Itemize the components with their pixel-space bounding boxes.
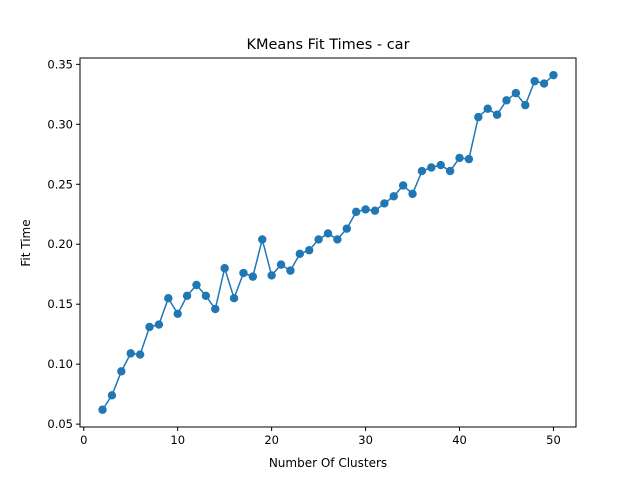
data-point	[286, 266, 295, 275]
x-tick-label: 10	[170, 433, 185, 447]
data-point	[398, 181, 408, 190]
data-point	[445, 166, 455, 176]
data-point	[107, 391, 117, 400]
data-point	[483, 104, 492, 113]
data-point	[154, 320, 164, 329]
y-tick-label: 0.05	[47, 417, 73, 431]
data-point	[361, 205, 370, 214]
data-point	[135, 350, 145, 359]
x-tick-label: 50	[546, 433, 561, 447]
data-point	[295, 249, 305, 259]
x-tick-label: 30	[358, 433, 373, 447]
y-tick-label: 0.10	[47, 357, 73, 371]
y-axis-label: Fit Time	[19, 219, 33, 266]
data-point	[229, 294, 239, 303]
data-point	[511, 88, 521, 98]
data-point	[333, 235, 342, 244]
data-point	[539, 79, 549, 88]
plot-frame	[79, 57, 577, 428]
data-point	[239, 268, 248, 278]
data-point	[417, 166, 427, 176]
data-point	[258, 235, 267, 244]
data-point	[408, 189, 417, 199]
y-tick-label: 0.25	[47, 177, 73, 191]
x-tick-label: 20	[264, 433, 279, 447]
data-point	[98, 405, 107, 414]
data-point	[276, 260, 286, 269]
data-point	[370, 206, 380, 215]
data-point	[474, 112, 483, 122]
data-point	[314, 235, 323, 244]
data-point	[267, 271, 276, 280]
data-point	[248, 272, 258, 281]
data-point	[389, 192, 398, 201]
chart-title: KMeans Fit Times - car	[246, 37, 409, 53]
data-point	[145, 322, 154, 332]
y-tick-label: 0.35	[47, 57, 73, 71]
data-point	[192, 280, 201, 290]
data-point	[126, 349, 135, 358]
data-point	[342, 224, 351, 233]
y-tick-label: 0.20	[47, 237, 73, 251]
x-tick-label: 40	[452, 433, 467, 447]
data-point	[182, 291, 192, 301]
y-tick-label: 0.15	[47, 297, 73, 311]
data-point	[220, 264, 229, 273]
data-point	[530, 76, 539, 86]
data-point	[464, 154, 474, 164]
data-point	[173, 309, 182, 318]
data-point	[502, 96, 511, 105]
axis-ticks: 0 10 20 30 40 50 0.05 0.10 0.15 0.20 0.25 0.30 0.35	[47, 57, 560, 447]
y-tick-label: 0.30	[47, 117, 73, 131]
data-point	[455, 153, 464, 163]
data-point	[117, 367, 126, 376]
x-tick-label: 0	[80, 433, 87, 447]
data-series	[98, 70, 558, 414]
x-axis-label: Number Of Clusters	[269, 456, 387, 470]
data-point	[380, 199, 389, 208]
data-point	[211, 304, 220, 314]
data-point	[427, 163, 436, 172]
data-point	[164, 294, 173, 303]
data-point	[436, 160, 445, 170]
data-point	[549, 70, 558, 80]
data-point	[521, 100, 530, 110]
data-point	[201, 291, 211, 301]
data-point	[305, 246, 314, 255]
data-point	[351, 207, 361, 217]
data-point	[492, 110, 502, 119]
data-point	[323, 229, 333, 238]
